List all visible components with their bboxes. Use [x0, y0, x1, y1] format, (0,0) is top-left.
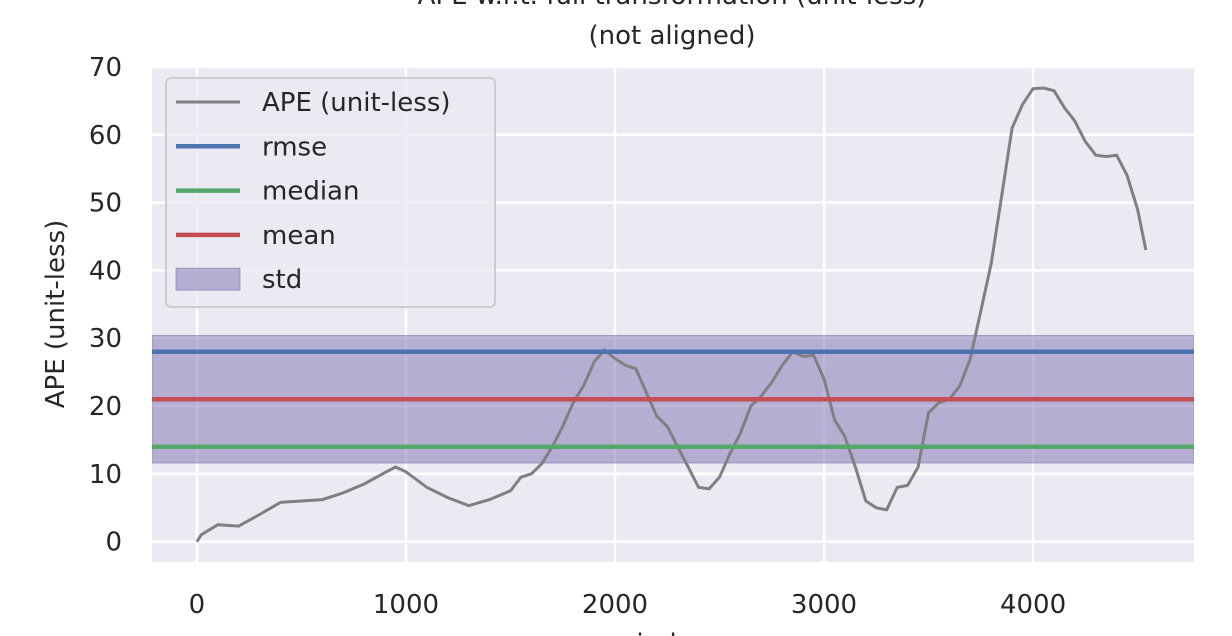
x-tick-label: 4000	[1000, 590, 1066, 620]
x-tick-label: 3000	[791, 590, 857, 620]
legend-label: rmse	[262, 132, 327, 162]
chart-subtitle: (not aligned)	[589, 21, 756, 51]
y-tick-label: 40	[89, 256, 122, 286]
legend-label: APE (unit-less)	[262, 88, 451, 118]
legend-swatch	[175, 267, 241, 291]
y-tick-label: 10	[89, 460, 122, 490]
y-tick-label: 0	[105, 528, 122, 558]
y-tick-label: 20	[89, 392, 122, 422]
x-axis-label: index	[636, 629, 707, 636]
y-tick-label: 70	[89, 53, 122, 83]
legend-label: mean	[262, 221, 336, 251]
legend-label: std	[262, 265, 302, 295]
legend-box	[165, 77, 496, 308]
y-axis-label: APE (unit-less)	[41, 220, 71, 409]
x-tick-label: 1000	[373, 590, 439, 620]
x-tick-label: 0	[189, 590, 206, 620]
y-tick-label: 30	[89, 324, 122, 354]
y-tick-label: 60	[89, 121, 122, 151]
plot-area	[152, 86, 1194, 543]
chart-title: APE w.r.t. full transformation (unit-les…	[418, 0, 927, 11]
ape-line	[195, 86, 1148, 543]
x-tick-label: 2000	[582, 590, 648, 620]
legend-label: median	[262, 177, 359, 207]
y-tick-label: 50	[89, 189, 122, 219]
